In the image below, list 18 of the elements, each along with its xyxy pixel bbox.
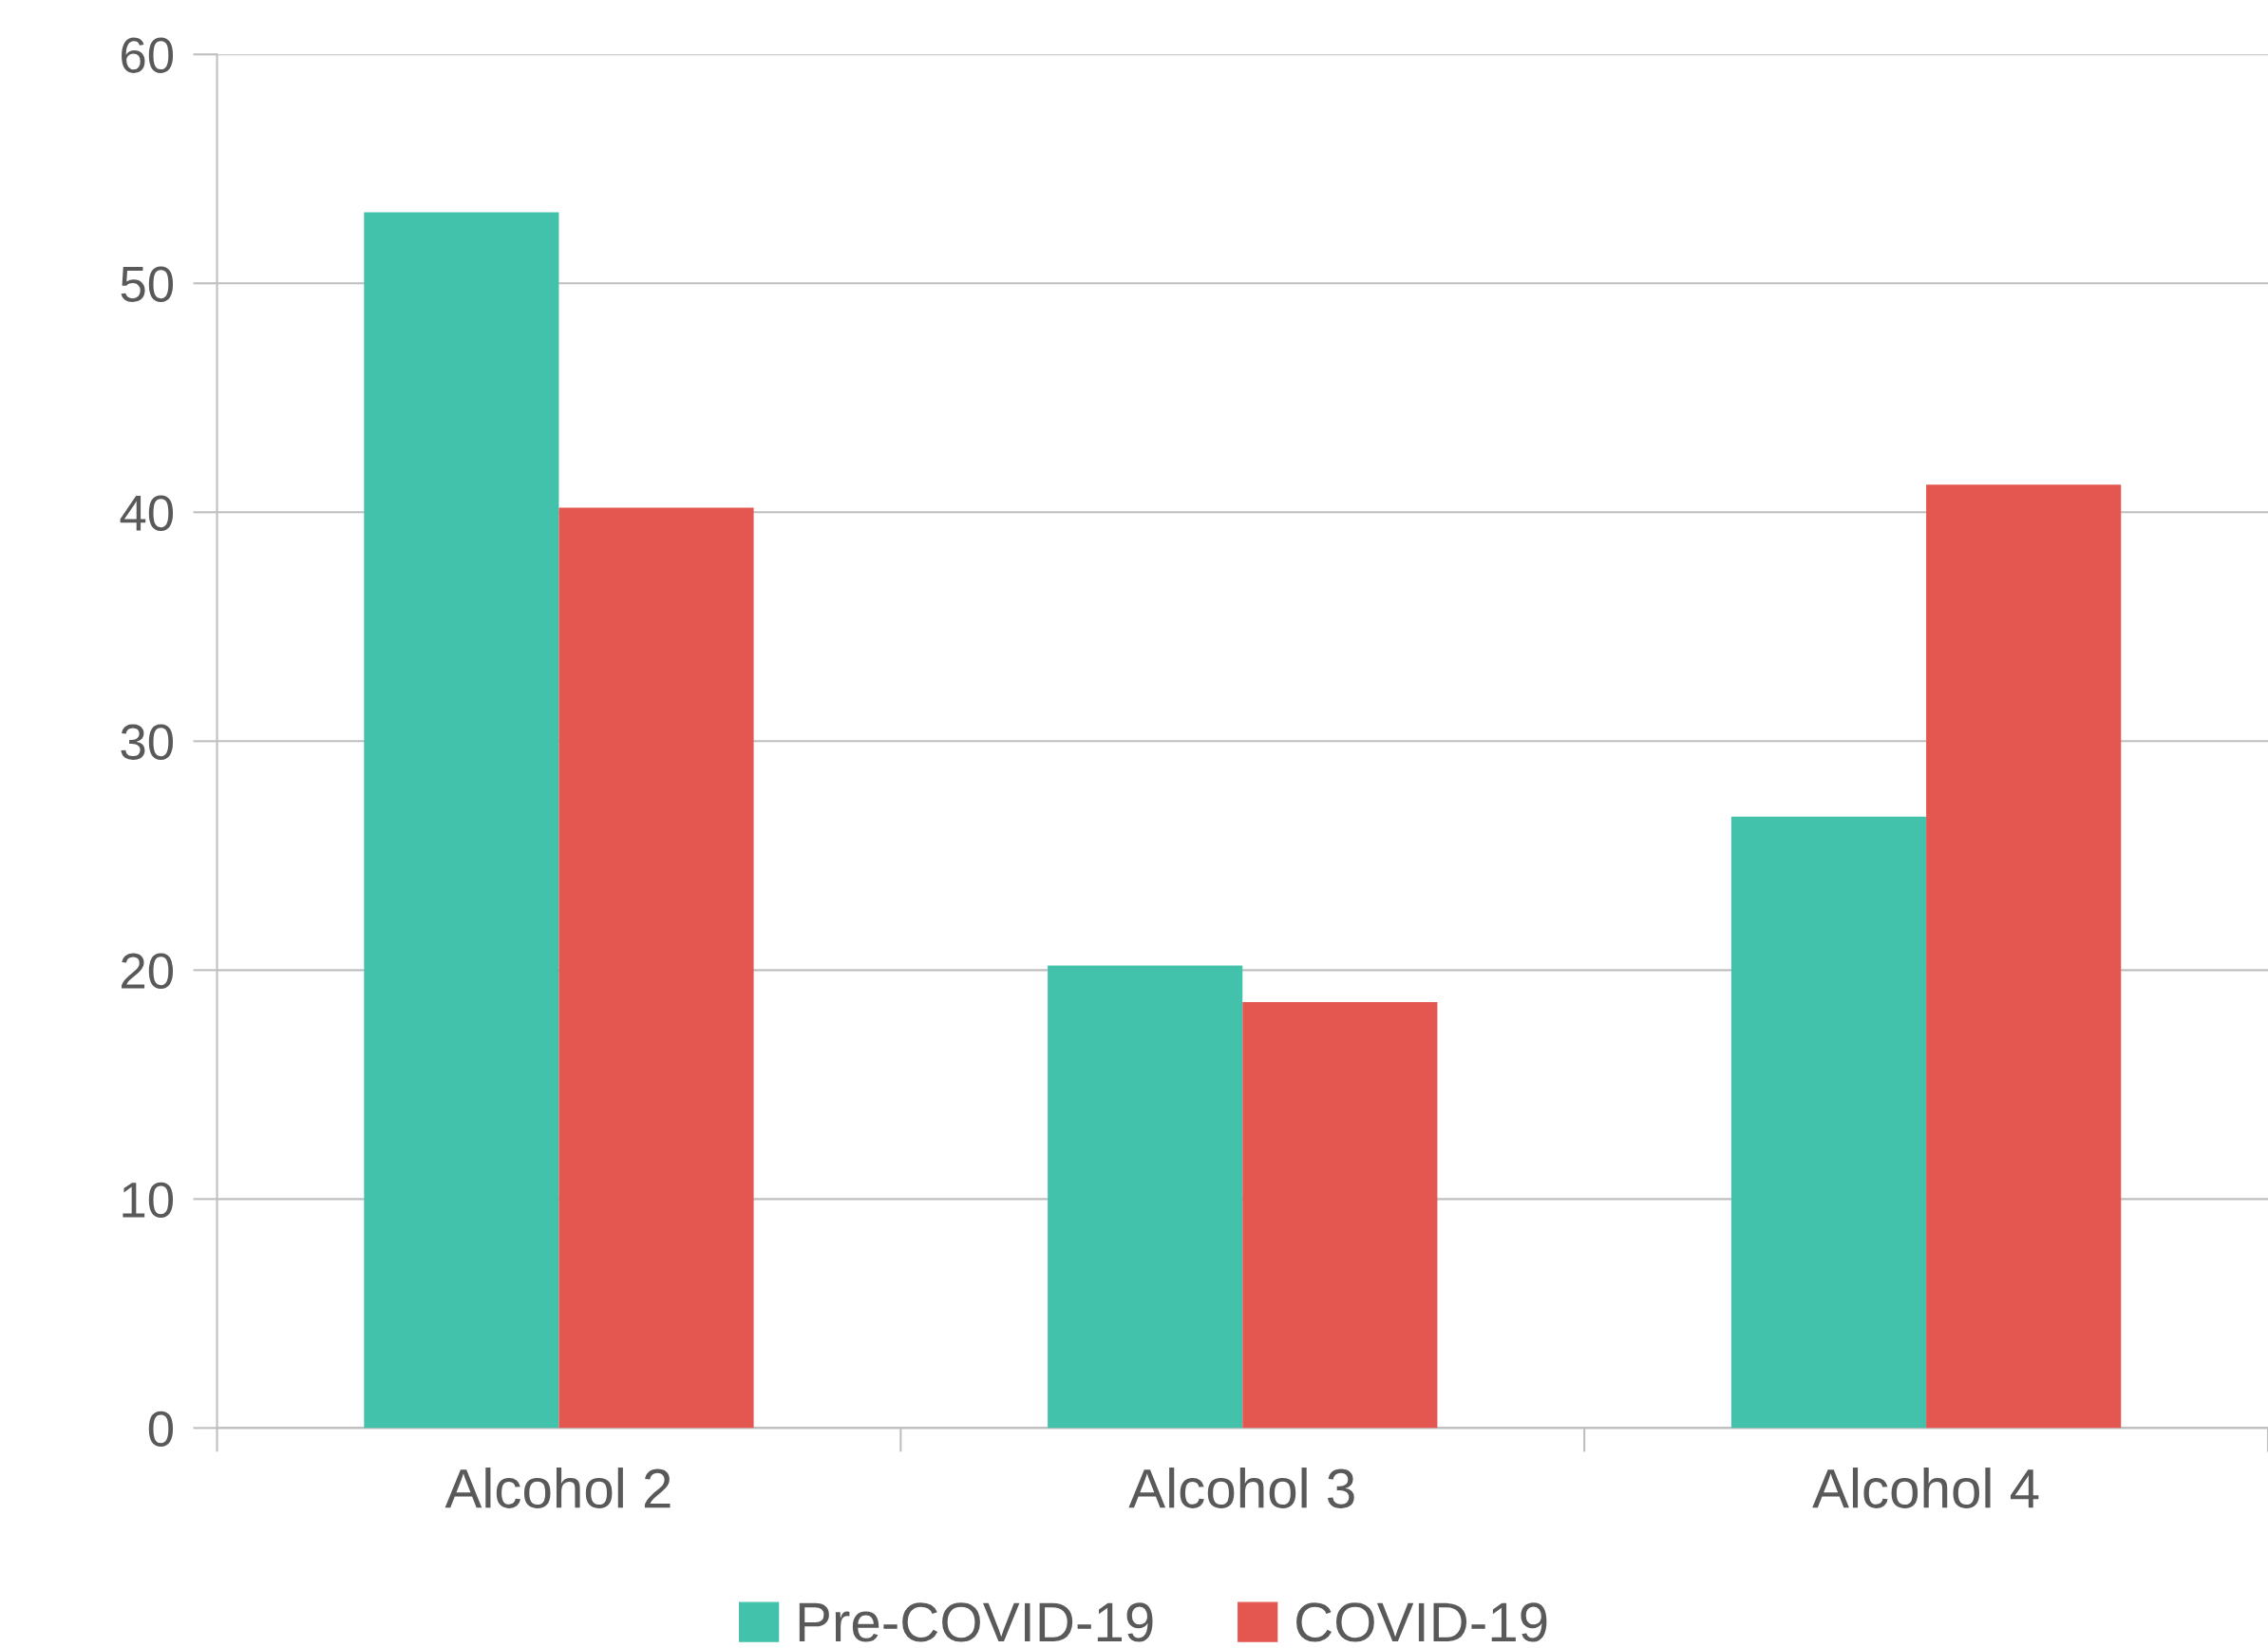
bar [1048, 965, 1243, 1429]
x-tick-label: Alcohol 4 [1812, 1468, 2039, 1508]
bar [1926, 484, 2122, 1429]
x-tick-label: Alcohol 3 [1128, 1468, 1354, 1508]
bar [1242, 1002, 1438, 1429]
bar [1730, 816, 1927, 1429]
y-tick-label: 40 [120, 495, 174, 531]
y-tick-label: 60 [122, 37, 174, 73]
legend-label: Pre-COVID-19 [799, 1602, 1153, 1642]
y-tick-label: 0 [148, 1411, 174, 1448]
y-tick-label: 30 [121, 724, 174, 760]
x-tick-label: Alcohol 2 [444, 1468, 671, 1508]
y-tick-label: 20 [122, 953, 174, 989]
y-tick-label: 50 [121, 266, 174, 302]
bar [558, 507, 754, 1429]
legend-label: COVID-19 [1296, 1602, 1547, 1642]
bar [364, 212, 559, 1429]
y-tick-label: 10 [123, 1182, 174, 1218]
